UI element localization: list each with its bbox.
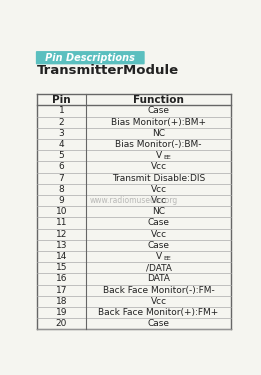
Text: Vcc: Vcc: [150, 162, 167, 171]
Text: Pin: Pin: [52, 95, 71, 105]
Text: 8: 8: [58, 185, 64, 194]
Text: 7: 7: [58, 174, 64, 183]
Text: Vcc: Vcc: [150, 185, 167, 194]
Text: Case: Case: [147, 106, 170, 116]
Text: 13: 13: [56, 241, 67, 250]
Text: NC: NC: [152, 207, 165, 216]
Text: EE: EE: [164, 256, 171, 261]
Text: NC: NC: [152, 129, 165, 138]
Text: www.radiomuseum.org: www.radiomuseum.org: [90, 196, 178, 205]
Text: Case: Case: [147, 320, 170, 328]
Text: 3: 3: [58, 129, 64, 138]
Text: Vcc: Vcc: [150, 230, 167, 238]
Text: Bias Monitor(+):BM+: Bias Monitor(+):BM+: [111, 118, 206, 127]
Text: V: V: [156, 252, 162, 261]
Text: /DATA: /DATA: [146, 263, 171, 272]
Text: Back Face Monitor(-):FM-: Back Face Monitor(-):FM-: [103, 286, 214, 295]
Text: Case: Case: [147, 241, 170, 250]
Text: Function: Function: [133, 95, 184, 105]
Text: 19: 19: [56, 308, 67, 317]
Text: 11: 11: [56, 219, 67, 228]
Text: TransmitterModule: TransmitterModule: [37, 64, 179, 77]
Text: 20: 20: [56, 320, 67, 328]
Text: 1: 1: [58, 106, 64, 116]
Text: Vcc: Vcc: [150, 196, 167, 205]
Text: EE: EE: [164, 155, 171, 160]
Text: Transmit Disable:DIS: Transmit Disable:DIS: [112, 174, 205, 183]
Text: 5: 5: [58, 151, 64, 160]
Text: V: V: [156, 151, 162, 160]
Text: 17: 17: [56, 286, 67, 295]
Text: 9: 9: [58, 196, 64, 205]
Text: 15: 15: [56, 263, 67, 272]
Text: 6: 6: [58, 162, 64, 171]
Text: DATA: DATA: [147, 274, 170, 284]
FancyBboxPatch shape: [36, 51, 145, 64]
Text: 12: 12: [56, 230, 67, 238]
Text: Back Face Monitor(+):FM+: Back Face Monitor(+):FM+: [98, 308, 219, 317]
Text: 10: 10: [56, 207, 67, 216]
Text: 16: 16: [56, 274, 67, 284]
Text: Pin Descriptions: Pin Descriptions: [35, 53, 145, 63]
Text: 4: 4: [59, 140, 64, 149]
Text: 18: 18: [56, 297, 67, 306]
Text: 2: 2: [59, 118, 64, 127]
Text: Case: Case: [147, 219, 170, 228]
Text: Vcc: Vcc: [150, 297, 167, 306]
Text: Bias Monitor(-):BM-: Bias Monitor(-):BM-: [115, 140, 202, 149]
Text: 14: 14: [56, 252, 67, 261]
